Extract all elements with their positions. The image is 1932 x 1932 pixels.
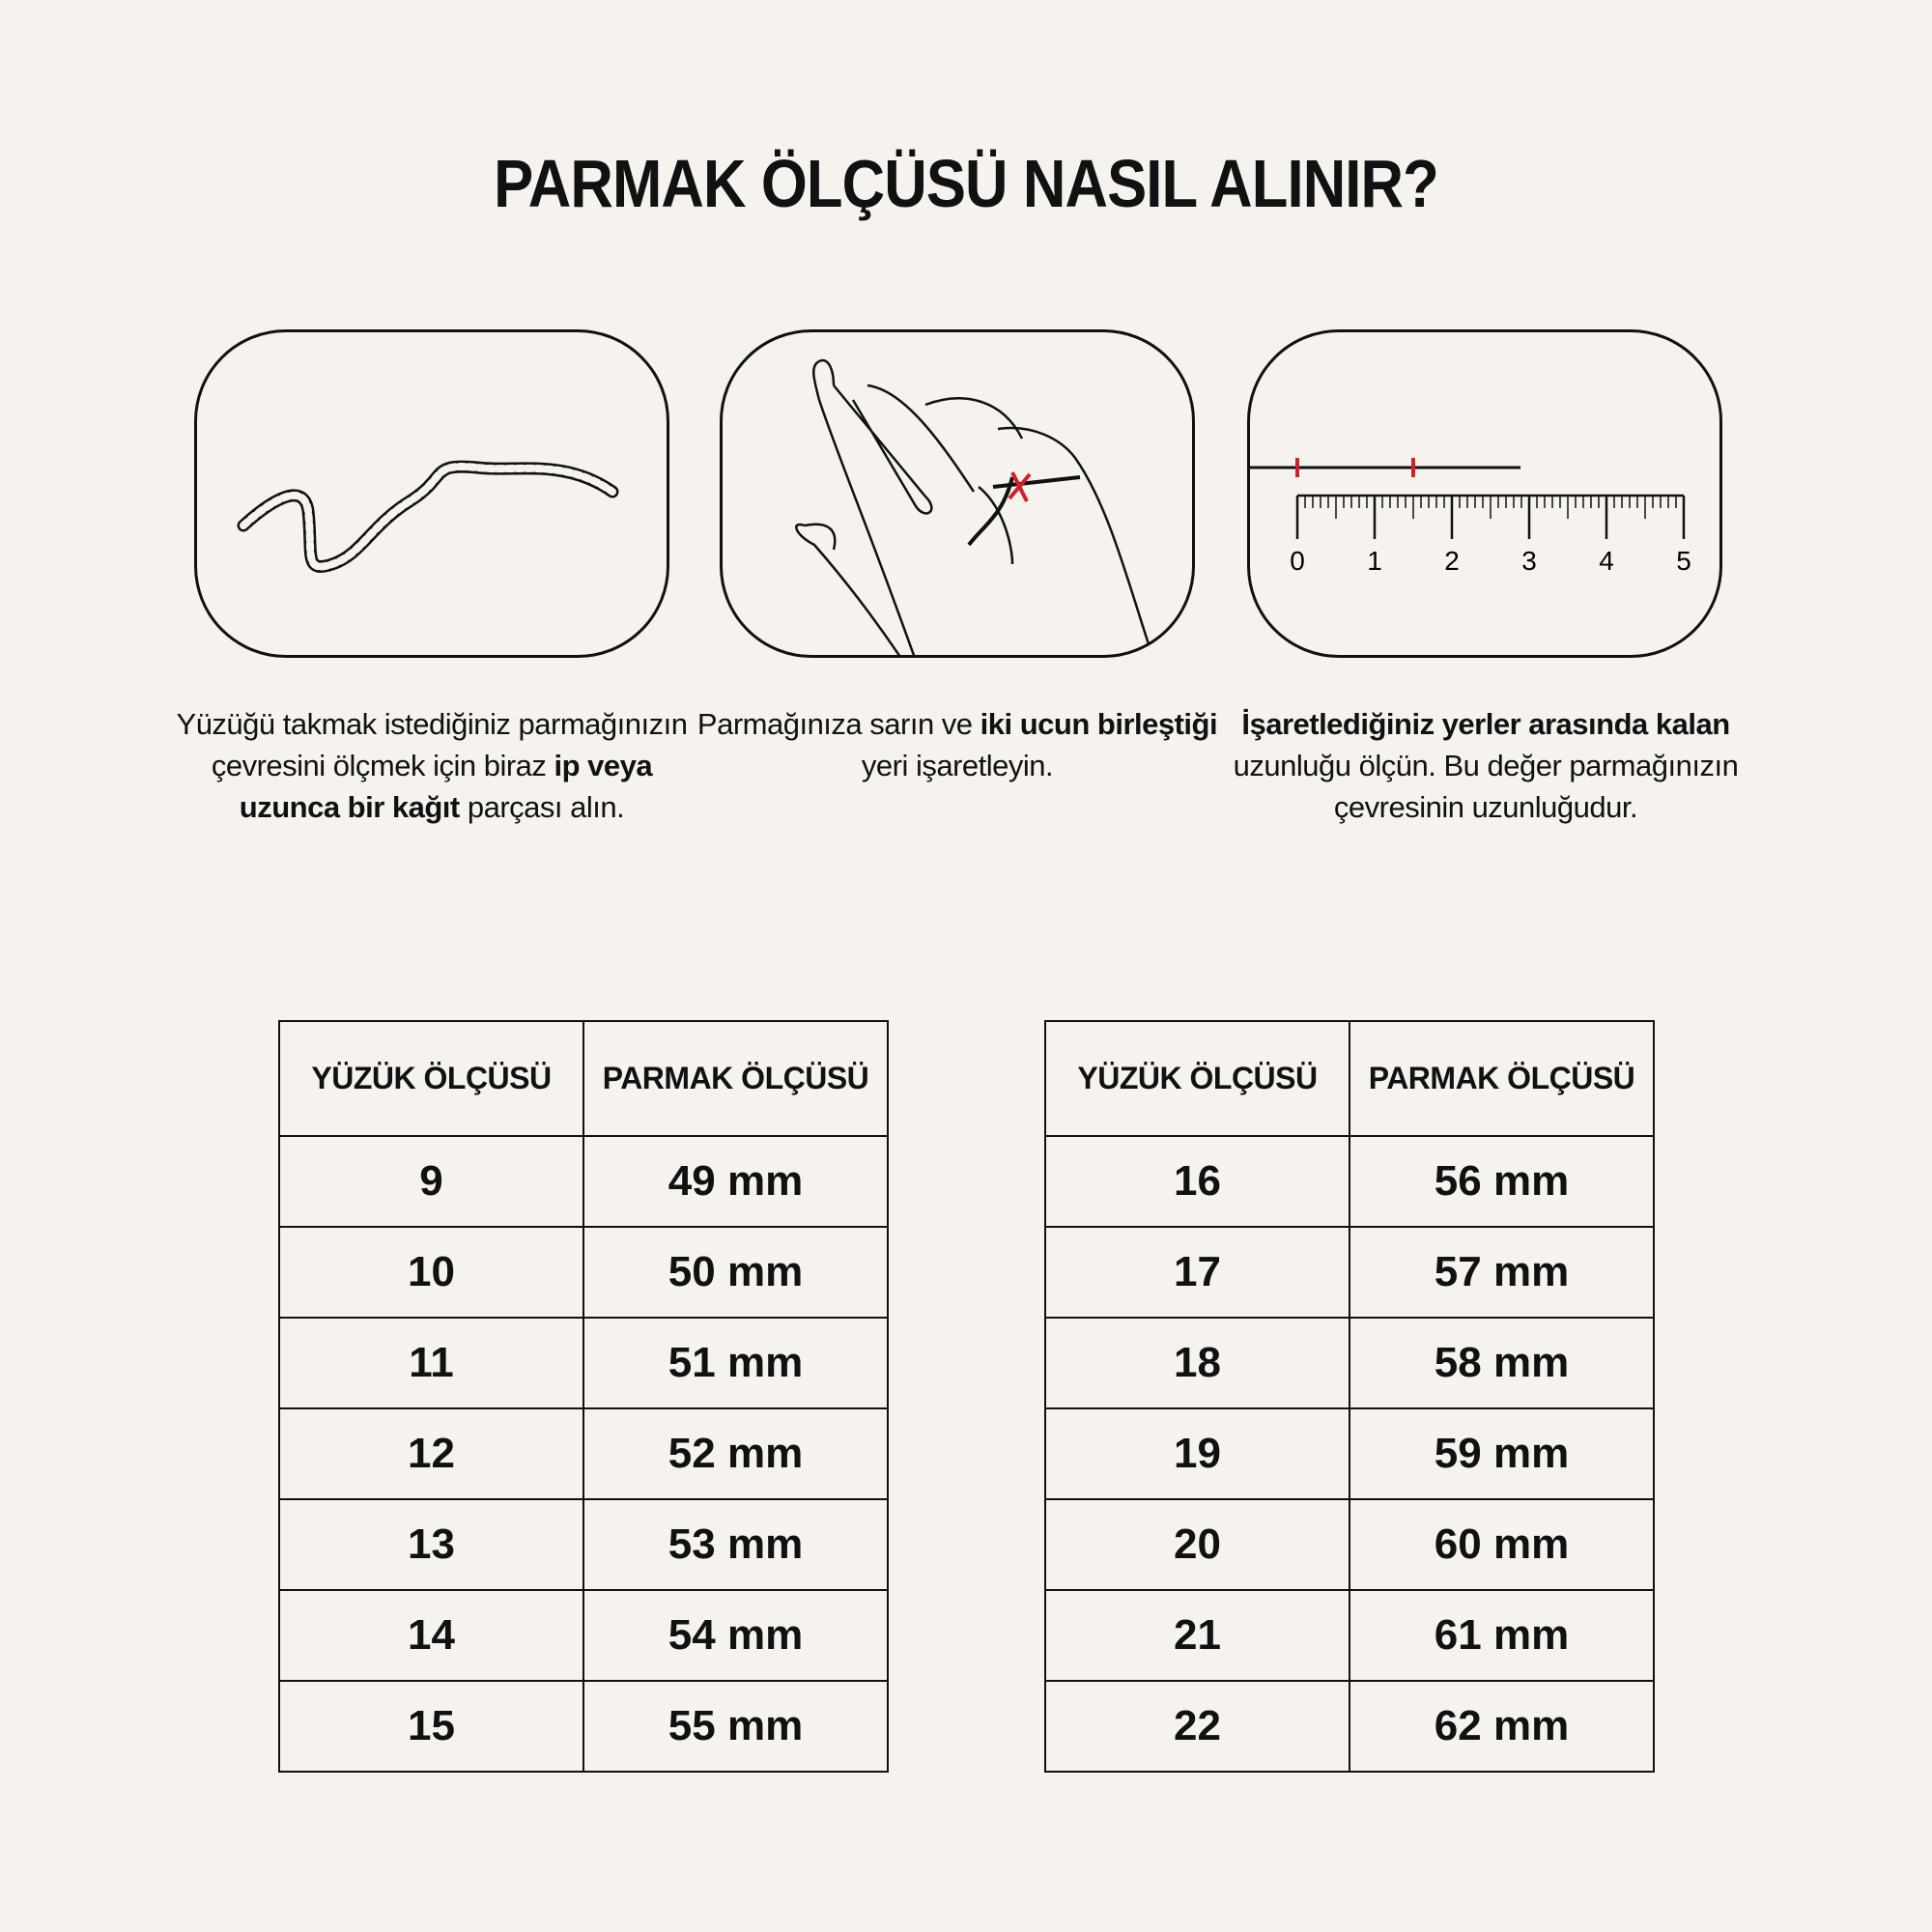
table-row: 14 54 mm: [278, 1589, 889, 1682]
finger-size-cell: 52 mm: [582, 1407, 889, 1500]
ring-size-cell: 19: [1044, 1407, 1350, 1500]
ruler-icon: 0 1 2 3 4 5: [1250, 458, 1691, 576]
ruler-label: 5: [1676, 546, 1691, 576]
caption-segment: ip veya uzunca bir kağıt: [239, 749, 653, 824]
size-table-left: YÜZÜK ÖLÇÜSÜ PARMAK ÖLÇÜSÜ 9 49 mm 10 50 mm 11…: [278, 1020, 889, 1773]
table-row: 19 59 mm: [1044, 1407, 1655, 1500]
step-3-caption: İşaretlediğiniz yerler arasında kalan uz…: [1215, 703, 1756, 828]
ring-size-cell: 9: [278, 1135, 584, 1228]
table-header-row: YÜZÜK ÖLÇÜSÜ PARMAK ÖLÇÜSÜ: [1044, 1020, 1655, 1137]
finger-size-cell: 53 mm: [582, 1498, 889, 1591]
ruler-label: 4: [1599, 546, 1614, 576]
ring-size-cell: 22: [1044, 1680, 1350, 1773]
finger-size-cell: 60 mm: [1349, 1498, 1655, 1591]
step-2-caption: Parmağınıza sarın ve iki ucun birleştiği…: [687, 703, 1228, 786]
ring-size-cell: 14: [278, 1589, 584, 1682]
ruler-label: 0: [1290, 546, 1305, 576]
finger-size-cell: 54 mm: [582, 1589, 889, 1682]
ring-size-cell: 20: [1044, 1498, 1350, 1591]
table-row: 10 50 mm: [278, 1226, 889, 1319]
step-1-caption: Yüzüğü takmak istediğiniz parmağınızın ç…: [161, 703, 702, 828]
ring-size-cell: 13: [278, 1498, 584, 1591]
table-row: 16 56 mm: [1044, 1135, 1655, 1228]
caption-segment: Yüzüğü takmak istediğiniz parmağınızın ç…: [176, 707, 688, 782]
column-header: PARMAK ÖLÇÜSÜ: [1349, 1020, 1655, 1137]
table-row: 21 61 mm: [1044, 1589, 1655, 1682]
finger-size-cell: 50 mm: [582, 1226, 889, 1319]
finger-size-cell: 59 mm: [1349, 1407, 1655, 1500]
table-header-row: YÜZÜK ÖLÇÜSÜ PARMAK ÖLÇÜSÜ: [278, 1020, 889, 1137]
table-row: 9 49 mm: [278, 1135, 889, 1228]
ring-size-cell: 15: [278, 1680, 584, 1773]
ring-size-cell: 21: [1044, 1589, 1350, 1682]
table-row: 22 62 mm: [1044, 1680, 1655, 1773]
page-title: PARMAK ÖLÇÜSÜ NASIL ALINIR?: [494, 146, 1439, 221]
step-3-panel: 0 1 2 3 4 5: [1247, 329, 1722, 658]
ring-size-cell: 17: [1044, 1226, 1350, 1319]
finger-size-cell: 58 mm: [1349, 1317, 1655, 1409]
caption-segment: yeri işaretleyin.: [861, 749, 1054, 782]
rope-icon: [237, 460, 619, 573]
table-row: 20 60 mm: [1044, 1498, 1655, 1591]
table-row: 13 53 mm: [278, 1498, 889, 1591]
ring-size-cell: 11: [278, 1317, 584, 1409]
size-table-right: YÜZÜK ÖLÇÜSÜ PARMAK ÖLÇÜSÜ 16 56 mm 17 57 mm 1…: [1044, 1020, 1655, 1773]
ruler-label: 1: [1367, 546, 1382, 576]
ring-size-cell: 16: [1044, 1135, 1350, 1228]
caption-segment: parçası alın.: [459, 790, 625, 824]
caption-segment: uzunluğu ölçün. Bu değer parmağınızın çe…: [1233, 749, 1739, 824]
finger-size-cell: 56 mm: [1349, 1135, 1655, 1228]
caption-segment: İşaretlediğiniz yerler arasında kalan: [1241, 707, 1730, 741]
ruler-label: 2: [1444, 546, 1460, 576]
caption-segment: iki ucun birleştiği: [980, 707, 1218, 741]
step-2-panel: [720, 329, 1195, 658]
step-1-panel: [194, 329, 669, 658]
table-row: 12 52 mm: [278, 1407, 889, 1500]
ring-size-cell: 10: [278, 1226, 584, 1319]
table-row: 18 58 mm: [1044, 1317, 1655, 1409]
ring-size-cell: 12: [278, 1407, 584, 1500]
ring-size-cell: 18: [1044, 1317, 1350, 1409]
finger-size-cell: 51 mm: [582, 1317, 889, 1409]
finger-size-cell: 49 mm: [582, 1135, 889, 1228]
finger-size-cell: 61 mm: [1349, 1589, 1655, 1682]
table-row: 15 55 mm: [278, 1680, 889, 1773]
table-row: 17 57 mm: [1044, 1226, 1655, 1319]
column-header: YÜZÜK ÖLÇÜSÜ: [278, 1020, 584, 1137]
column-header: PARMAK ÖLÇÜSÜ: [582, 1020, 889, 1137]
table-row: 11 51 mm: [278, 1317, 889, 1409]
column-header: YÜZÜK ÖLÇÜSÜ: [1044, 1020, 1350, 1137]
caption-segment: Parmağınıza sarın ve: [696, 707, 980, 741]
finger-size-cell: 55 mm: [582, 1680, 889, 1773]
hand-wrap-icon: [795, 358, 1153, 655]
finger-size-cell: 57 mm: [1349, 1226, 1655, 1319]
ruler-label: 3: [1521, 546, 1537, 576]
finger-size-cell: 62 mm: [1349, 1680, 1655, 1773]
